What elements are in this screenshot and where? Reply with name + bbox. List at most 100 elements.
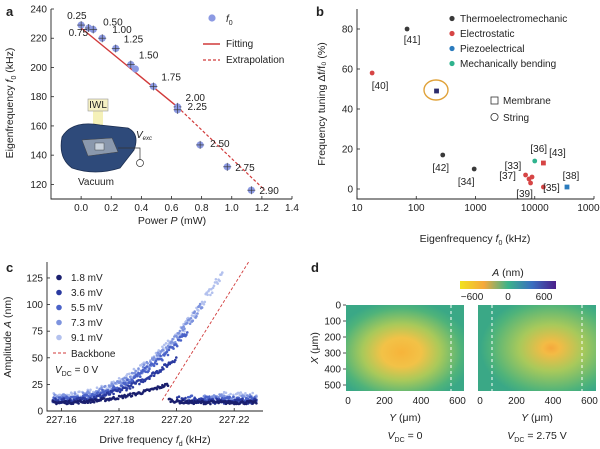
inset-source-icon [136,159,144,167]
amplitude-point [116,397,120,401]
highlight-ellipse [423,79,449,101]
voltage-label: 0.25 [67,11,87,22]
amplitude-point [112,392,115,396]
x-tick-label: 227.22 [219,415,250,426]
amplitude-point [230,397,233,400]
amplitude-point [232,393,235,397]
legend-series-marker [56,289,62,296]
amplitude-point [126,387,129,390]
amplitude-point [132,367,136,371]
x-tick-label: 10 [351,203,363,214]
amplitude-point [216,282,219,285]
amplitude-point [166,384,170,388]
amplitude-point [149,360,152,364]
y-tick-label: 220 [30,34,47,45]
amplitude-point [209,293,212,297]
amplitude-point [95,386,99,390]
amplitude-point [182,325,185,328]
amplitude-point [76,399,79,403]
reference-label: [37] [499,171,516,182]
y-tick-label: 200 [30,63,47,74]
amplitude-point [181,399,184,402]
amplitude-point [138,382,141,386]
inset-vacuum-label: Vacuum [78,177,114,188]
panel-a-label: a [6,4,14,19]
panel-b-x-label: Eigenfrequency f0 (kHz) [420,233,531,247]
legend-category-label: Electrostatic [460,29,514,40]
legend-series-label: 3.6 mV [71,288,103,299]
amplitude-point [134,369,137,373]
y-tick-label: 200 [324,333,341,344]
panel-d-x-ticks-left: 0 200 400 600 [345,396,466,407]
amplitude-point [241,398,244,401]
amplitude-point [156,351,160,355]
amplitude-point [161,358,164,362]
amplitude-point [159,354,162,358]
string-point [369,70,375,76]
panel-d-x-ticks-right: 0 200 400 600 [477,396,598,407]
amplitude-point [128,375,132,379]
amplitude-point [210,291,214,295]
amplitude-point [178,329,182,333]
y-tick-label: 0 [347,185,353,196]
legend-f0-label: f0 [226,14,233,27]
data-point-crosshair [111,44,120,53]
amplitude-point [130,394,134,398]
string-point [541,184,546,190]
amplitude-point [245,402,248,406]
x-tick-label: 1.4 [285,203,299,214]
panel-c-label: c [6,260,13,275]
amplitude-point [128,372,131,376]
amplitude-point [70,392,74,396]
x-tick-label: 0 [477,396,483,407]
amplitude-point [218,279,221,283]
voltage-label: 2.90 [259,186,279,197]
amplitude-point [96,391,100,394]
amplitude-point [164,342,168,345]
reference-label: [43] [549,148,566,159]
legend-category-label: Thermoelectromechanic [460,14,567,25]
amplitude-point [106,389,110,392]
amplitude-point [147,369,150,373]
legend-series-marker [56,334,62,341]
legend-category-label: Piezoelectrical [460,44,524,55]
amplitude-point [109,384,113,388]
amplitude-point [189,317,193,320]
amplitude-point [186,399,189,403]
panel-d-label: d [311,260,319,275]
amplitude-point [148,367,151,371]
amplitude-point [68,399,71,403]
amplitude-point [202,303,206,306]
y-tick-label: 125 [26,273,43,284]
voltage-label: 2.75 [235,163,255,174]
amplitude-point [170,340,173,343]
panel-d-x-label-right: Y (μm) [521,412,553,424]
y-tick-label: 60 [342,65,354,76]
data-point-crosshair [247,186,256,195]
amplitude-point [148,377,151,381]
membrane-point [541,160,546,166]
legend-category-marker [449,45,455,52]
x-tick-label: 10000 [521,203,549,214]
amplitude-point [229,392,232,396]
heatmap-vdc-2-75 [478,305,596,391]
amplitude-point [196,312,199,315]
amplitude-point [190,399,194,403]
y-tick-label: 50 [32,353,44,364]
amplitude-point [208,288,211,291]
data-point-crosshair [173,105,182,114]
amplitude-point [163,343,166,347]
reference-label: [42] [432,163,449,174]
amplitude-point [193,310,196,313]
amplitude-point [203,300,207,304]
string-point [529,174,535,180]
amplitude-point [175,356,178,359]
amplitude-point [128,387,132,390]
y-tick-label: 140 [30,151,47,162]
amplitude-point [180,326,184,330]
panel-c-vdc-note: VDC = 0 V [55,365,99,378]
legend-membrane-label: Membrane [503,96,551,107]
panel-a-axes [50,9,292,200]
panel-d-y-label: X (μm) [309,332,321,365]
panel-b-y-label: Frequency tuning Δf/f₀ (%) [316,42,328,165]
